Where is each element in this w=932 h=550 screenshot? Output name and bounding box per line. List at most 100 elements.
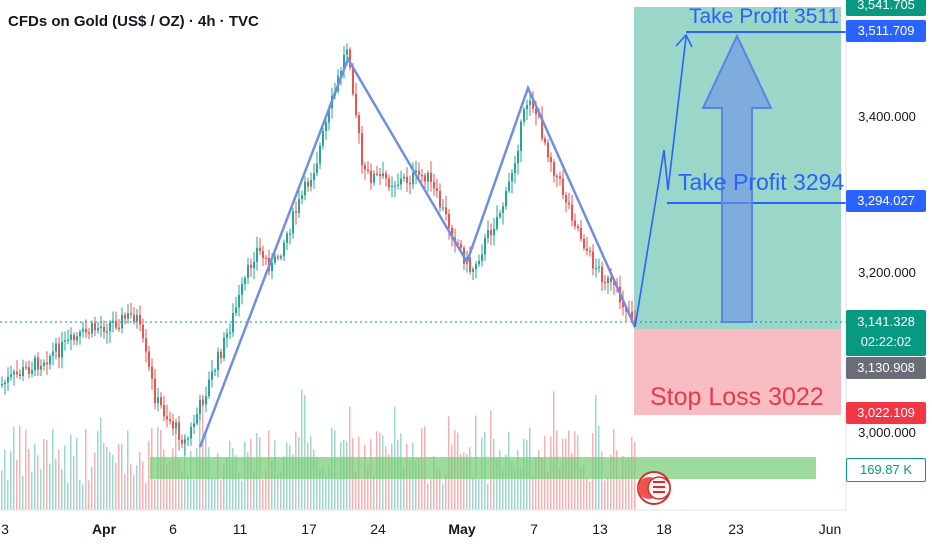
support-zone: [150, 457, 816, 479]
candle-body: [493, 228, 495, 236]
volume-bar: [46, 440, 48, 510]
candle-body: [13, 371, 15, 375]
candle-body: [388, 178, 390, 188]
time-tick-label: 7: [530, 521, 538, 537]
volume-bar: [292, 454, 294, 510]
candle-body: [202, 399, 204, 405]
volume-bar: [478, 478, 480, 510]
candle-body: [553, 162, 555, 176]
candle-body: [304, 181, 306, 196]
candle-body: [424, 175, 426, 182]
candle-body: [112, 320, 114, 323]
candle-body: [16, 371, 18, 375]
candle-body: [124, 314, 126, 319]
candle-body: [436, 188, 438, 191]
candle-body: [193, 423, 195, 427]
candle-body: [544, 138, 546, 143]
volume-bar: [148, 441, 150, 510]
price-tick-3000: 3,000.000: [858, 425, 916, 440]
candle-body: [175, 422, 177, 429]
volume-bar: [301, 389, 303, 510]
candle-body: [37, 357, 39, 370]
candle-body: [172, 421, 174, 429]
candle-body: [415, 170, 417, 173]
volume-bar: [604, 480, 606, 510]
candle-body: [352, 67, 354, 94]
volume-bar: [601, 451, 603, 510]
candle-body: [439, 190, 441, 208]
candle-body: [31, 370, 33, 374]
volume-bar: [559, 469, 561, 510]
take-profit-1-tag: 3,511.709: [846, 20, 926, 42]
candle-body: [325, 122, 327, 132]
candle-body: [277, 256, 279, 259]
event-icon[interactable]: [637, 471, 671, 505]
candle-body: [622, 302, 624, 308]
candle-body: [403, 176, 405, 179]
candle-body: [121, 314, 123, 329]
volume-bar: [166, 464, 168, 510]
volume-bar: [499, 450, 501, 510]
volume-bar: [235, 455, 237, 510]
candle-body: [370, 170, 372, 183]
volume-bar: [445, 474, 447, 510]
volume-bar: [283, 456, 285, 510]
candle-body: [328, 108, 330, 123]
volume-bar: [505, 454, 507, 510]
candle-body: [4, 382, 6, 384]
candle-body: [400, 178, 402, 185]
candle-body: [226, 333, 228, 338]
previous-close-tag: 3,130.908: [846, 357, 926, 379]
candle-body: [133, 314, 135, 322]
current-price-tag: 3,141.328 02:22:02: [846, 310, 926, 356]
candle-body: [52, 351, 54, 356]
volume-bar: [202, 394, 204, 510]
volume-bar: [22, 475, 24, 510]
candle-body: [100, 326, 102, 329]
candle-body: [343, 54, 345, 71]
volume-bar: [67, 482, 69, 510]
volume-bar: [253, 471, 255, 510]
candle-body: [109, 322, 111, 332]
volume-bar: [316, 456, 318, 510]
stop-loss-label: Stop Loss 3022: [650, 383, 824, 411]
candle-body: [223, 337, 225, 359]
candle-body: [499, 213, 501, 217]
candle-body: [433, 181, 435, 189]
candle-body: [361, 133, 363, 166]
candle-body: [460, 244, 462, 248]
candle-body: [22, 367, 24, 376]
candle-body: [526, 104, 528, 110]
candle-body: [76, 336, 78, 341]
candle-body: [97, 328, 99, 331]
volume-bar: [328, 465, 330, 510]
candle-body: [73, 334, 75, 341]
candle-body: [289, 233, 291, 235]
candle-body: [46, 362, 48, 365]
projection-line: [634, 36, 687, 328]
candle-body: [247, 264, 249, 278]
candle-body: [319, 145, 321, 164]
candle-body: [67, 339, 69, 341]
candle-body: [154, 378, 156, 404]
volume-bar: [91, 466, 93, 510]
candle-body: [379, 174, 381, 177]
candle-body: [478, 260, 480, 265]
current-price-value: 3,141.328: [857, 314, 915, 329]
volume-bar: [127, 430, 129, 510]
double-top-pattern-line: [198, 56, 637, 448]
candle-body: [292, 211, 294, 234]
big-up-arrow: [701, 33, 773, 323]
candle-body: [367, 169, 369, 171]
candle-body: [385, 173, 387, 179]
volume-bar: [388, 454, 390, 510]
volume-bar: [433, 455, 435, 510]
candle-body: [253, 261, 255, 268]
candle-body: [610, 277, 612, 283]
volume-bar: [502, 470, 504, 510]
volume-bar: [115, 462, 117, 510]
volume-bars: [1, 389, 636, 510]
volume-bar: [97, 431, 99, 510]
volume-bar: [463, 452, 465, 510]
